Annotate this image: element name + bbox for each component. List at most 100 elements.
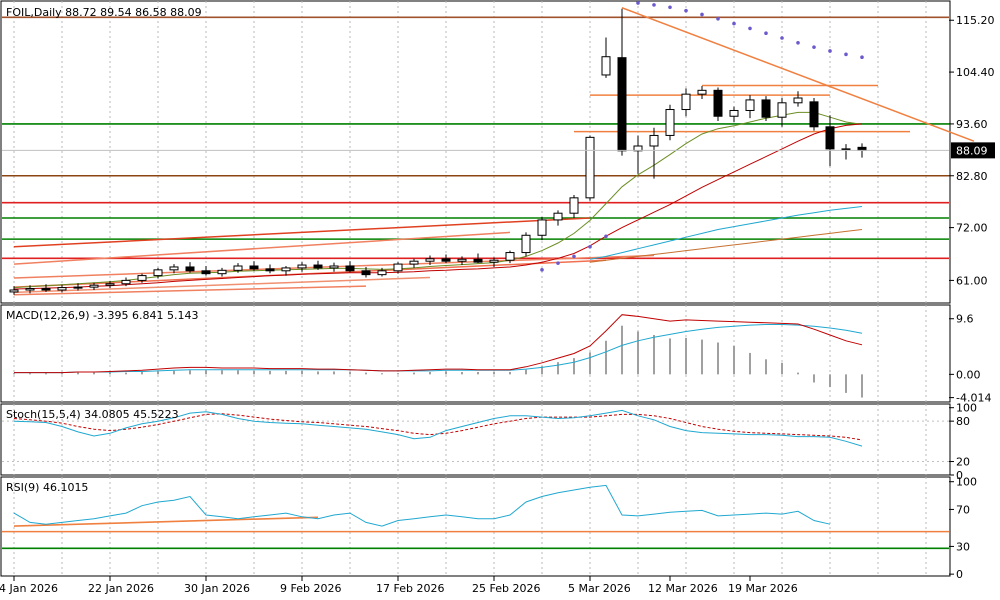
candle (393, 262, 403, 274)
x-tick-label: 12 Mar 2026 (648, 582, 718, 595)
candle (697, 86, 707, 99)
candle (281, 266, 291, 276)
candle-body-bull (569, 197, 579, 214)
candle (313, 260, 323, 270)
rsi-trend-line (13, 516, 319, 527)
psar-dot (588, 245, 592, 249)
candle (57, 284, 67, 293)
candle-body-bull (489, 259, 499, 263)
candle-body-bull (281, 267, 291, 272)
candle-body-bull (233, 265, 243, 271)
candle (377, 267, 387, 277)
stoch-y-tick-label: 20 (956, 456, 970, 469)
candle-body-bear (809, 101, 819, 128)
candle (601, 37, 611, 78)
psar-dot (748, 26, 752, 31)
candle-body-bear (265, 268, 275, 272)
candle (553, 210, 563, 226)
candle (329, 262, 339, 272)
candle-body-bull (105, 283, 115, 286)
candle (249, 261, 259, 271)
macd-main-line (14, 314, 863, 374)
stoch-y-tick-label: 100 (956, 402, 977, 415)
candle-body-bull (601, 56, 611, 76)
candle (361, 266, 371, 278)
x-tick-label: 14 Jan 2026 (0, 582, 58, 595)
moving-average-line (13, 111, 863, 289)
candle-body-bull (665, 109, 675, 136)
candle (825, 115, 835, 167)
psar-dot (812, 45, 816, 49)
candle (457, 256, 467, 266)
candle-body-bear (761, 99, 771, 118)
psar-dot (844, 52, 848, 57)
price-panel-frame (0, 0, 951, 304)
candle (665, 104, 675, 141)
trend-line (13, 217, 591, 248)
psar-dot (684, 8, 688, 13)
candle-body-bull (585, 136, 595, 199)
candle-body-bull (729, 109, 739, 117)
trend-line (621, 7, 975, 142)
x-tick-label: 25 Feb 2026 (472, 582, 540, 595)
candle-body-bull (793, 97, 803, 104)
candle-body-bear (825, 126, 835, 150)
psar-dot (636, 1, 640, 5)
rsi-panel-frame (0, 476, 951, 577)
candle (121, 277, 131, 287)
candle-body-bull (649, 134, 659, 147)
psar-dot (700, 12, 704, 17)
axis-labels: 14 Jan 2026 22 Jan 2026 30 Jan 2026 9 Feb 2… (0, 14, 995, 595)
candle (185, 262, 195, 273)
rsi-line (13, 484, 831, 527)
candle-body-bull (169, 266, 179, 271)
candle-body-bear (361, 270, 371, 276)
x-tick-label: 9 Feb 2026 (280, 582, 341, 595)
moving-average-line (589, 229, 863, 263)
psar-dot (604, 234, 608, 239)
price-y-tick-label: 72.00 (956, 222, 988, 235)
candle-body-bull (777, 102, 787, 118)
candle (89, 282, 99, 290)
candle (777, 98, 787, 127)
x-tick-label: 5 Mar 2026 (568, 582, 631, 595)
trend-line (13, 276, 431, 294)
candle (169, 264, 179, 274)
candle (233, 263, 243, 273)
stoch-panel-frame (0, 403, 951, 476)
rsi-panel[interactable] (2, 484, 949, 550)
candle (441, 254, 451, 264)
candle (681, 88, 691, 117)
current-price-label: 88.09 (956, 144, 988, 157)
stoch-y-tick-label: 0 (956, 469, 963, 482)
candle (217, 267, 227, 277)
candle (489, 257, 499, 267)
candle (473, 253, 483, 264)
stochastic-panel[interactable] (2, 409, 949, 463)
candle-body-bear (617, 57, 627, 152)
macd-panel[interactable] (13, 314, 863, 398)
macd-panel-frame (0, 304, 951, 403)
candle (793, 91, 803, 107)
candle (537, 217, 547, 241)
candle (153, 267, 163, 279)
candle-body-bear (313, 264, 323, 269)
psar-dot (796, 41, 800, 45)
stoch-y-tick-label: 80 (956, 415, 970, 428)
rsi-panel-header: RSI(9) 46.1015 (6, 481, 88, 494)
x-tick-label: 30 Jan 2026 (184, 582, 250, 595)
candle-body-bull (329, 265, 339, 269)
current-price-box (951, 142, 995, 159)
price-panel[interactable] (2, 1, 975, 296)
psar-dot (652, 3, 656, 7)
price-y-tick-label: 82.80 (956, 170, 988, 183)
price-y-tick-label: 61.00 (956, 274, 988, 287)
stoch-main-line (13, 409, 863, 447)
macd-panel-header: MACD(12,26,9) -3.395 6.841 5.143 (6, 309, 198, 322)
psar-dot (732, 21, 736, 26)
macd-signal-line (14, 324, 863, 374)
macd-y-tick-label: 0.00 (956, 368, 981, 381)
candle-body-bull (553, 212, 563, 221)
price-y-tick-label: 93.60 (956, 118, 988, 131)
